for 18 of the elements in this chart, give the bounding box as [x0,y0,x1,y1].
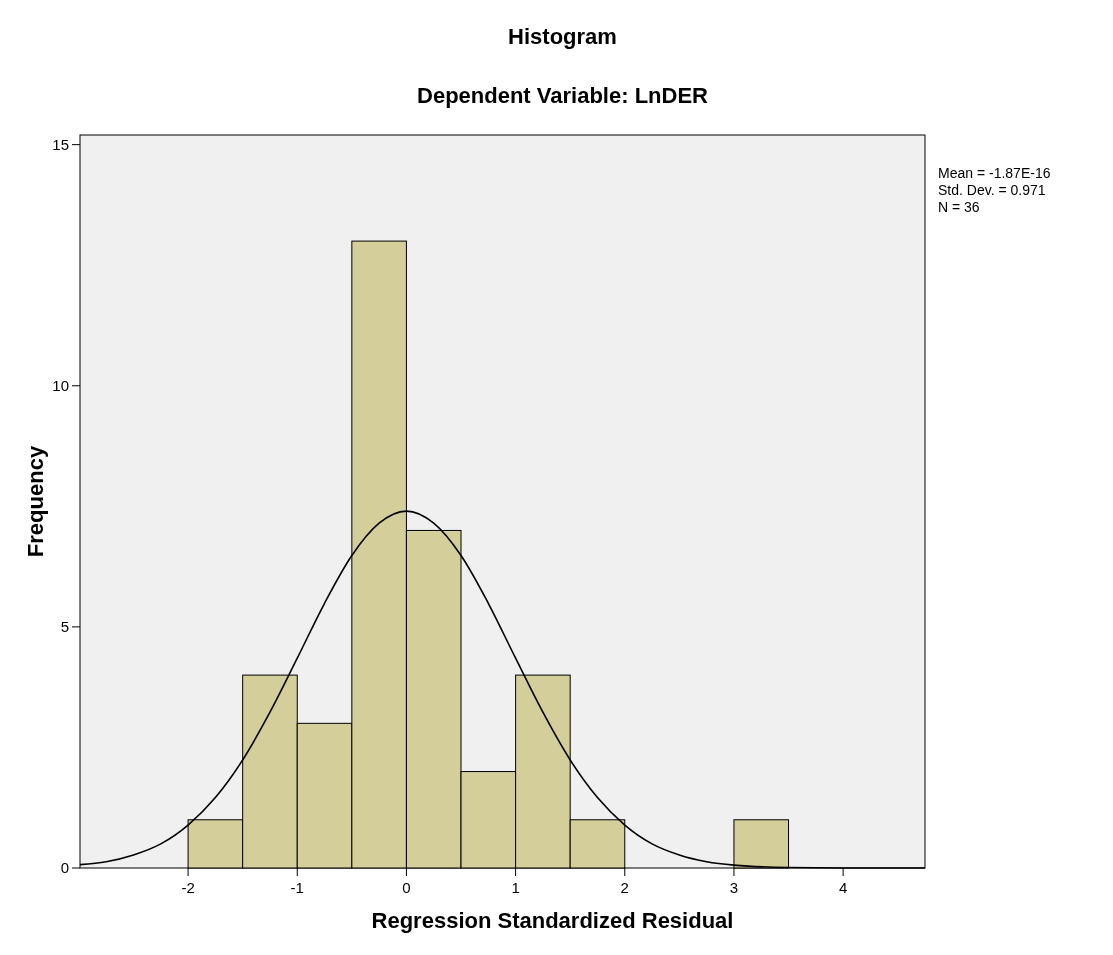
chart-title: Histogram [508,24,617,49]
y-tick-label: 5 [60,617,69,635]
x-tick-label: 0 [402,879,411,896]
text: Mean = -1.87E-16 [938,165,1051,181]
text: Std. Dev. = 0.971 [938,182,1046,198]
y-tick-label: 15 [52,135,69,153]
x-tick-label: -2 [181,879,195,896]
y-axis-title: Frequency [23,445,48,558]
y-tick-label: 0 [60,859,69,876]
x-tick-label: 1 [511,879,520,896]
x-axis-title: Regression Standardized Residual [371,908,734,933]
x-tick-label: 2 [620,879,629,896]
text: N = 36 [938,199,980,215]
x-tick-label: 4 [838,879,848,896]
x-tick-label: -1 [290,879,304,896]
chart-subtitle: Dependent Variable: LnDER [417,83,709,108]
y-tick-label: 10 [52,376,69,394]
x-tick-label: 3 [729,879,739,896]
